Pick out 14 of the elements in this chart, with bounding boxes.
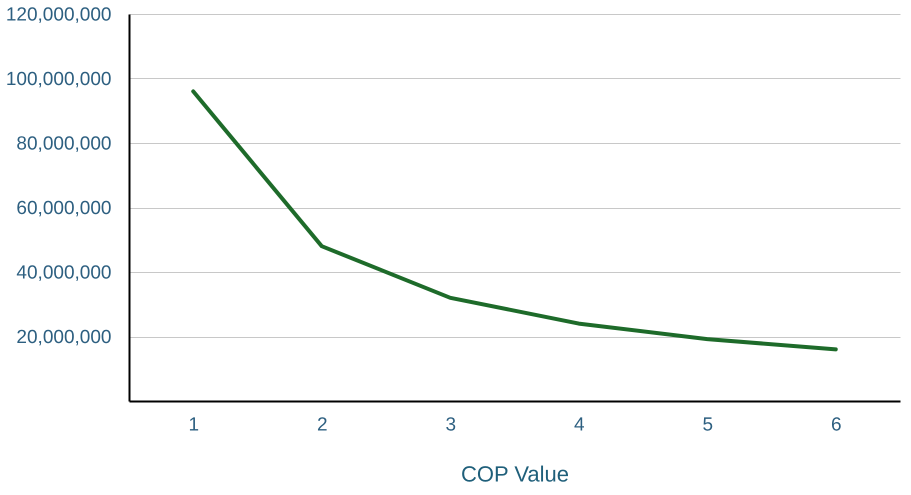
y-tick-label: 80,000,000 bbox=[16, 134, 112, 154]
y-tick-label: 60,000,000 bbox=[16, 198, 112, 219]
y-tick-label: 40,000,000 bbox=[16, 262, 112, 284]
x-axis-title: COP Value bbox=[460, 462, 570, 486]
y-tick-label: 20,000,000 bbox=[16, 327, 112, 348]
x-tick-label: 6 bbox=[830, 414, 842, 436]
x-tick-label: 3 bbox=[445, 414, 456, 436]
y-tick-label: 120,000,000 bbox=[6, 4, 112, 26]
x-tick-label: 5 bbox=[702, 414, 714, 436]
x-tick-label: 2 bbox=[316, 414, 328, 436]
line-series bbox=[191, 89, 838, 352]
x-tick-label: 1 bbox=[188, 414, 200, 436]
y-tick-label: 100,000,000 bbox=[6, 69, 112, 90]
x-tick-label: 4 bbox=[574, 414, 585, 436]
